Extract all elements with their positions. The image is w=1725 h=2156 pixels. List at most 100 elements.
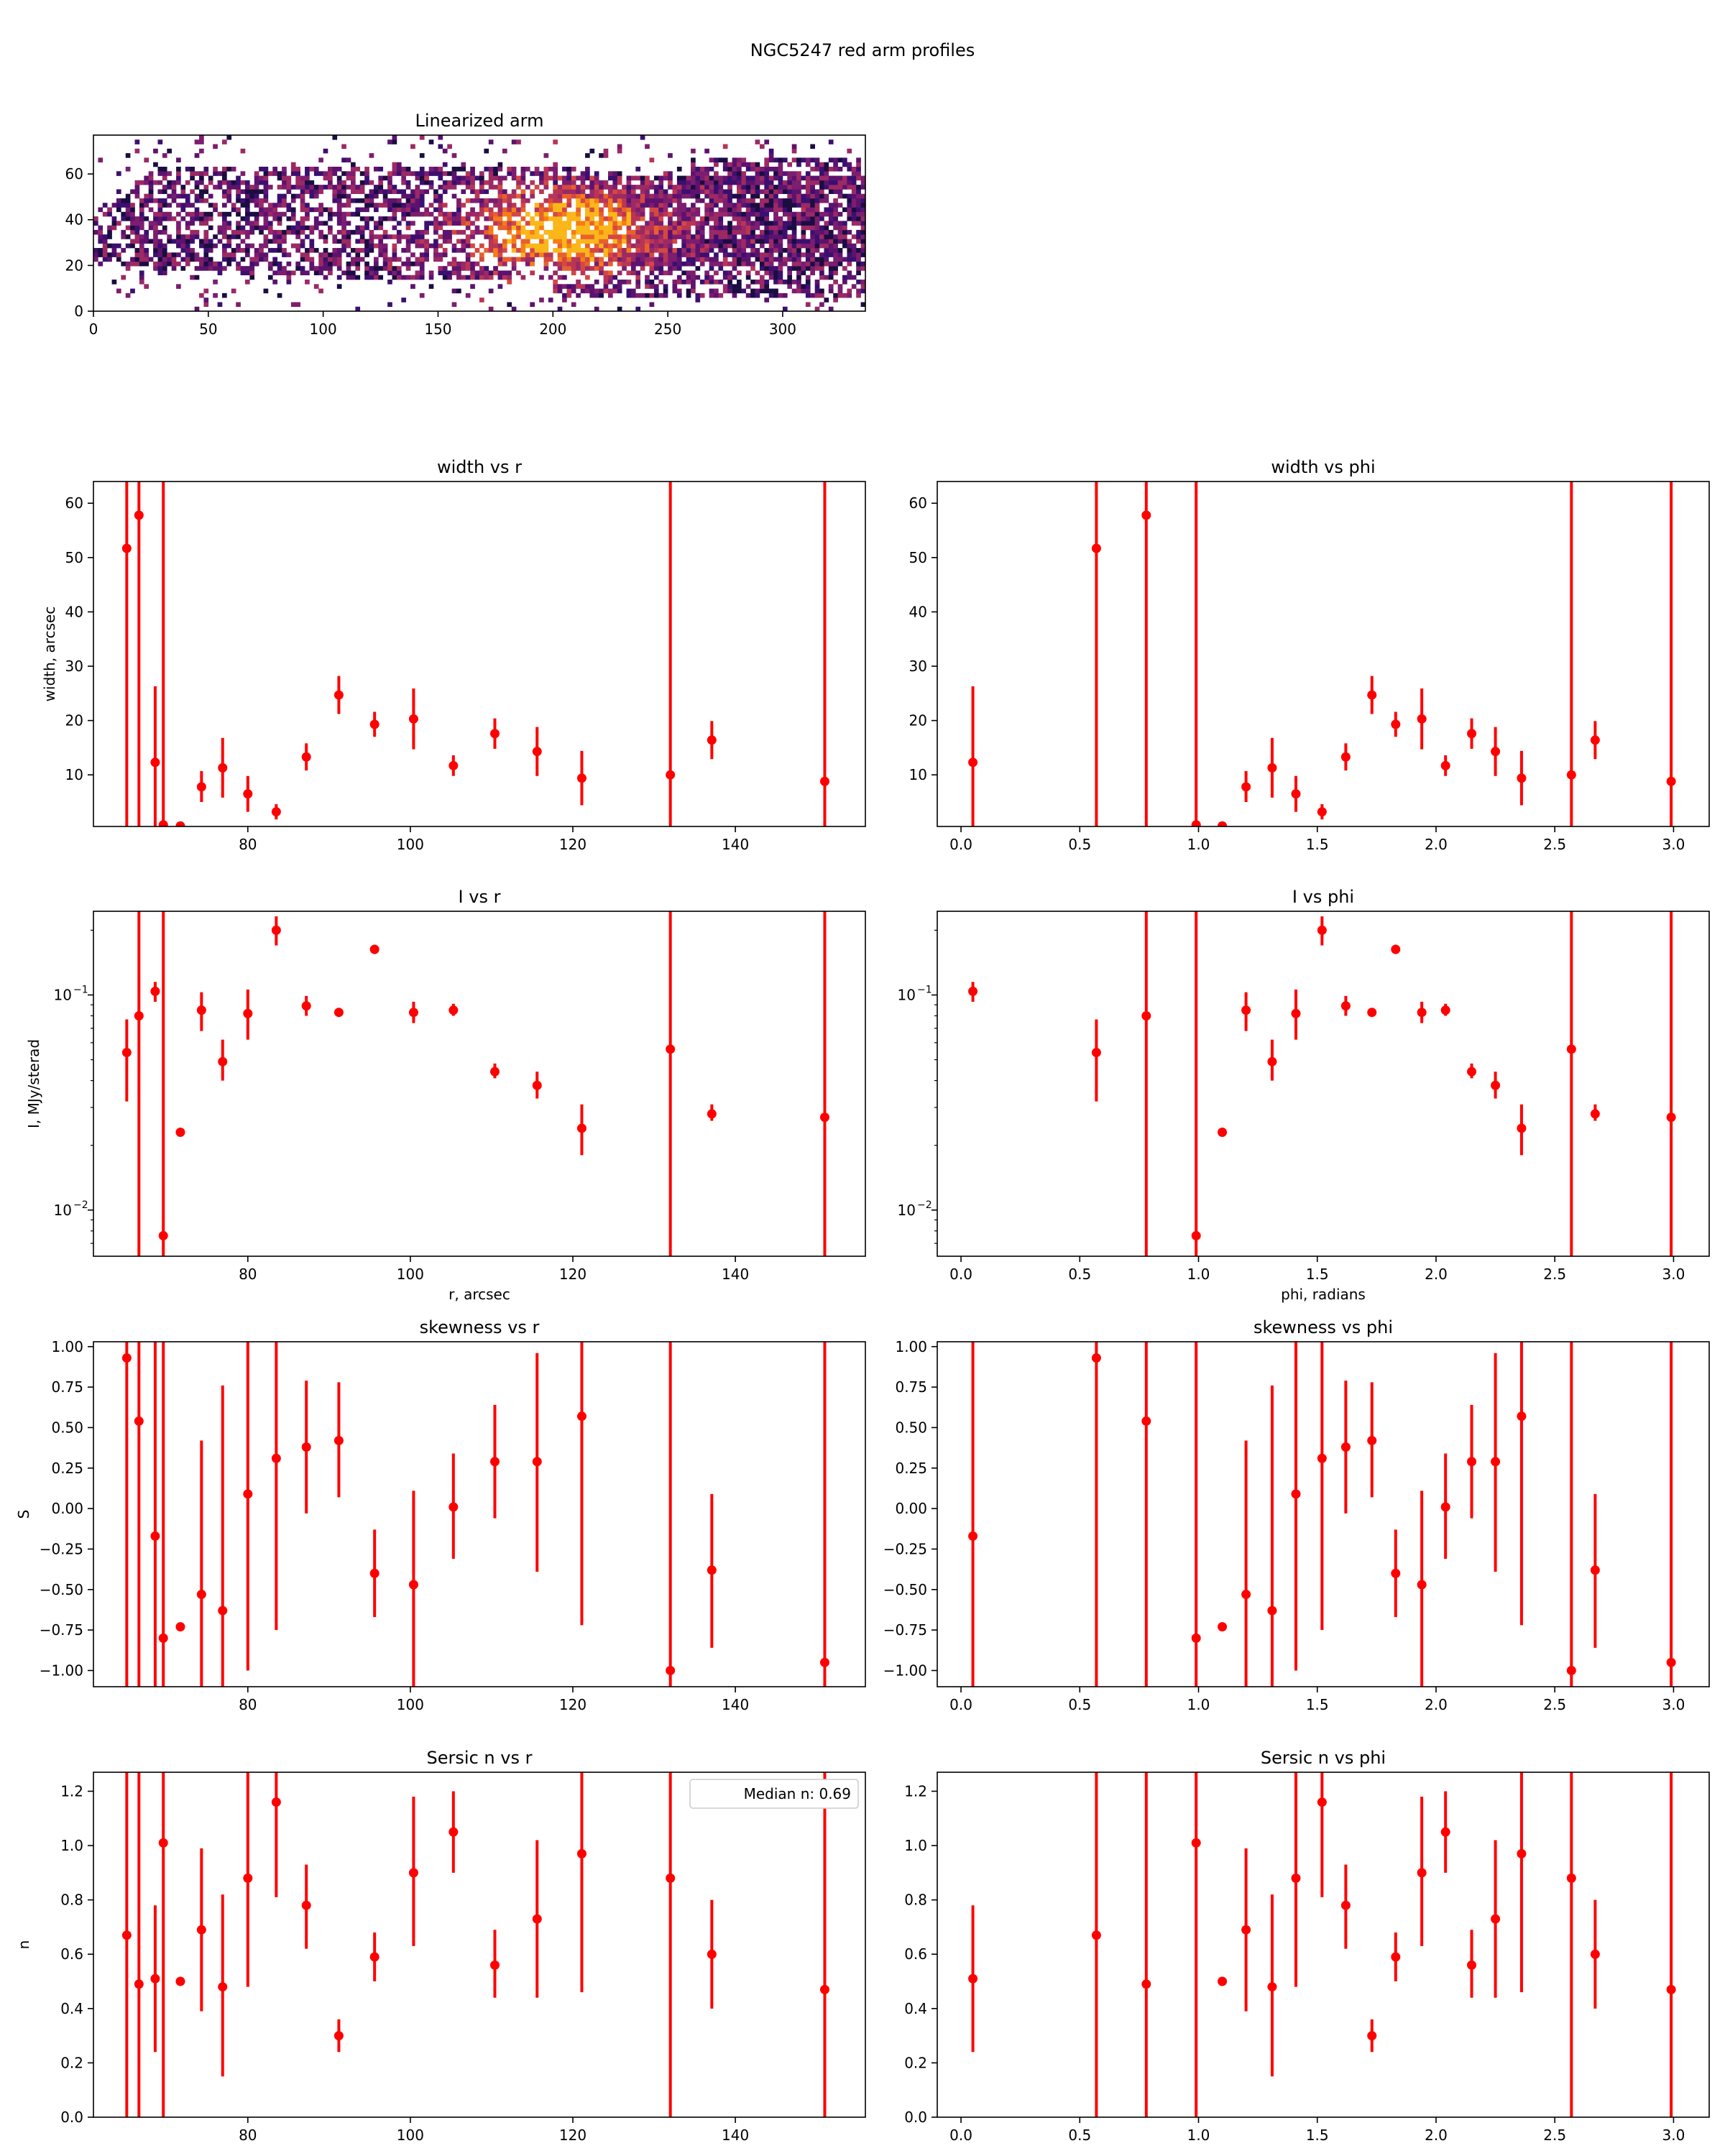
data-point [1590, 1109, 1600, 1119]
y-tick-label: 0.2 [904, 2054, 927, 2071]
data-point [1417, 714, 1427, 724]
y-tick-exponent: −2 [73, 1199, 88, 1211]
data-point [1417, 1580, 1427, 1590]
data-point [175, 1976, 185, 1986]
data-point [1440, 1502, 1450, 1512]
y-tick-label: −0.50 [40, 1581, 83, 1598]
x-tick-label: 2.5 [1543, 2127, 1566, 2144]
x-tick-label: 2.5 [1543, 1696, 1566, 1713]
data-point [819, 1657, 829, 1667]
y-tick-label: 60 [909, 494, 927, 512]
x-tick-label: 2.5 [1543, 1266, 1566, 1283]
data-point [1566, 1873, 1576, 1883]
data-point [532, 1457, 542, 1467]
x-tick-label: 100 [397, 1696, 424, 1713]
data-point [1491, 1914, 1501, 1924]
figure-title: NGC5247 red arm profiles [750, 40, 975, 60]
x-tick-label: 2.5 [1543, 836, 1566, 853]
y-tick-label: 0.25 [51, 1460, 83, 1477]
data-point [1666, 776, 1676, 786]
data-point [1391, 944, 1401, 954]
chart-title: width vs r [437, 457, 522, 477]
y-tick-label: 1.00 [895, 1338, 927, 1355]
data-point [150, 1973, 160, 1984]
data-point [175, 1127, 185, 1137]
data-point [819, 776, 829, 786]
chart-S-phi: skewness vs phi 0.0 0.5 1.0 1.5 2.0 2.5 3.0 −1.0… [883, 1317, 1710, 1713]
y-tick-label: 1.00 [51, 1338, 83, 1355]
y-tick-label: 1.2 [904, 1782, 927, 1800]
data-point [707, 1109, 717, 1119]
data-point [334, 1008, 344, 1018]
y-tick-label: 10 [898, 986, 916, 1003]
data-point [218, 763, 228, 773]
y-tick-label: 0.4 [60, 2000, 83, 2017]
x-tick-label: 140 [722, 1696, 749, 1713]
data-point [1666, 1984, 1676, 1994]
y-tick-label: 10 [54, 1202, 72, 1219]
chart-title: I vs r [459, 887, 501, 907]
y-tick-label: 0.8 [60, 1892, 83, 1909]
y-tick-label: 50 [65, 549, 83, 566]
y-tick-label: 20 [909, 712, 927, 729]
x-tick-label: 0.5 [1068, 1696, 1091, 1713]
data-point [1491, 1080, 1501, 1090]
data-point [1241, 1005, 1251, 1015]
data-point [243, 1489, 253, 1499]
y-tick-label: 0.2 [60, 2054, 83, 2071]
data-point [576, 1123, 586, 1133]
y-tick-label: 10 [898, 1202, 916, 1219]
data-point [271, 1797, 281, 1807]
data-point [121, 1930, 132, 1940]
data-point [1391, 719, 1401, 729]
x-tick-label: 80 [239, 2127, 257, 2144]
data-point [134, 1416, 144, 1426]
data-point [576, 1411, 586, 1422]
x-tick-label: 2.0 [1425, 1266, 1448, 1283]
data-point [408, 1868, 418, 1878]
data-point [301, 1442, 311, 1452]
chart-title: I vs phi [1292, 887, 1354, 907]
x-axis-label: r, arcsec [448, 1286, 510, 1303]
data-point [301, 1900, 311, 1910]
chart-width-r: width vs r 80 100 120 140 10 20 30 40 50 60 width, … [41, 457, 866, 853]
x-tick-label: 3.0 [1662, 2127, 1685, 2144]
y-tick-label: 0.0 [60, 2109, 83, 2126]
data-point [1340, 1900, 1351, 1910]
data-point [1491, 1457, 1501, 1467]
data-point [1091, 1048, 1101, 1058]
data-point [1141, 1416, 1151, 1426]
data-point [1340, 1001, 1351, 1011]
y-tick-label: −0.75 [40, 1621, 83, 1639]
data-point [1367, 690, 1377, 700]
chart-title: Sersic n vs r [427, 1748, 533, 1768]
y-axis-label: S [15, 1510, 32, 1519]
data-point [1218, 1622, 1228, 1632]
y-tick-label: 10 [54, 986, 72, 1003]
x-tick-label: 120 [559, 1696, 586, 1713]
data-point [576, 773, 586, 783]
y-tick-label: 30 [909, 658, 927, 675]
image-x-tick-label: 250 [654, 321, 681, 338]
data-point [1417, 1868, 1427, 1878]
data-point [1218, 1976, 1228, 1986]
data-point [1241, 782, 1251, 792]
x-tick-label: 0.0 [949, 1266, 972, 1283]
x-tick-label: 80 [239, 836, 257, 853]
data-point [1340, 1442, 1351, 1452]
chart-title: skewness vs r [420, 1317, 540, 1337]
y-tick-label: 60 [65, 494, 83, 512]
y-tick-label: −1.00 [40, 1662, 83, 1679]
data-point [1566, 1044, 1576, 1054]
image-y-tick-label: 20 [65, 257, 83, 274]
chart-n-r: Sersic n vs r 80 100 120 140 0.0 0.2 0.4 0.6 0.8 1… [15, 1748, 866, 2144]
image-y-tick-label: 40 [65, 211, 83, 229]
data-point [1317, 1797, 1327, 1807]
x-tick-label: 0.5 [1068, 836, 1091, 853]
data-point [218, 1982, 228, 1992]
image-x-tick-label: 300 [769, 321, 796, 338]
image-y-tick-label: 0 [74, 303, 83, 320]
x-tick-label: 0.5 [1068, 1266, 1091, 1283]
data-point [1467, 729, 1477, 739]
